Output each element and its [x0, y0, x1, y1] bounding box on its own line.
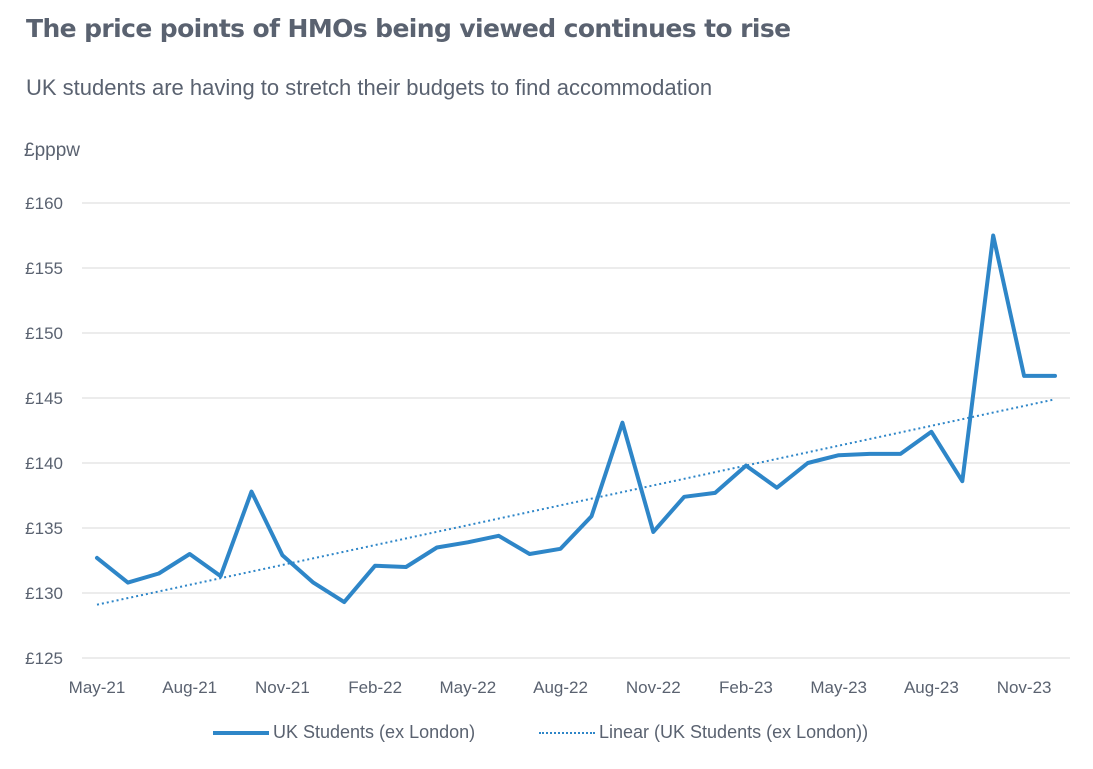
x-tick-label: May-23: [810, 678, 867, 697]
x-tick-label: Aug-21: [162, 678, 217, 697]
y-tick-label: £155: [25, 259, 63, 278]
x-tick-label: Aug-22: [533, 678, 588, 697]
y-tick-label: £140: [25, 454, 63, 473]
y-axis-unit-label: £pppw: [24, 140, 80, 161]
y-tick-label: £150: [25, 324, 63, 343]
y-axis-ticks: £125 £130 £135 £140 £145 £150 £155 £160: [25, 194, 63, 668]
y-tick-label: £160: [25, 194, 63, 213]
y-tick-label: £135: [25, 519, 63, 538]
x-tick-label: Feb-22: [348, 678, 402, 697]
legend-series-label: UK Students (ex London): [273, 722, 476, 742]
legend-item-trend: Linear (UK Students (ex London)): [539, 722, 868, 743]
legend-item-series: UK Students (ex London): [213, 722, 475, 743]
legend-solid-swatch: [213, 730, 269, 735]
y-tick-label: £145: [25, 389, 63, 408]
legend-trend-label: Linear (UK Students (ex London)): [599, 722, 869, 742]
trendline-linear: [96, 398, 1056, 606]
legend-dotted-swatch: [539, 731, 595, 734]
series-group: [95, 233, 1057, 606]
x-tick-label: Feb-23: [719, 678, 773, 697]
x-tick-label: Nov-23: [997, 678, 1052, 697]
x-tick-label: May-21: [69, 678, 126, 697]
chart-title: The price points of HMOs being viewed co…: [26, 14, 791, 43]
x-tick-label: Aug-23: [904, 678, 959, 697]
x-tick-label: Nov-21: [255, 678, 310, 697]
y-tick-label: £125: [25, 649, 63, 668]
x-axis-ticks: May-21 Aug-21 Nov-21 Feb-22 May-22 Aug-22 Nov-…: [69, 678, 1052, 697]
x-tick-label: Nov-22: [626, 678, 681, 697]
gridlines: [82, 202, 1070, 659]
chart-subtitle: UK students are having to stretch their …: [26, 75, 713, 100]
x-tick-label: May-22: [439, 678, 496, 697]
y-tick-label: £130: [25, 584, 63, 603]
series-line-uk-students: [95, 233, 1057, 605]
